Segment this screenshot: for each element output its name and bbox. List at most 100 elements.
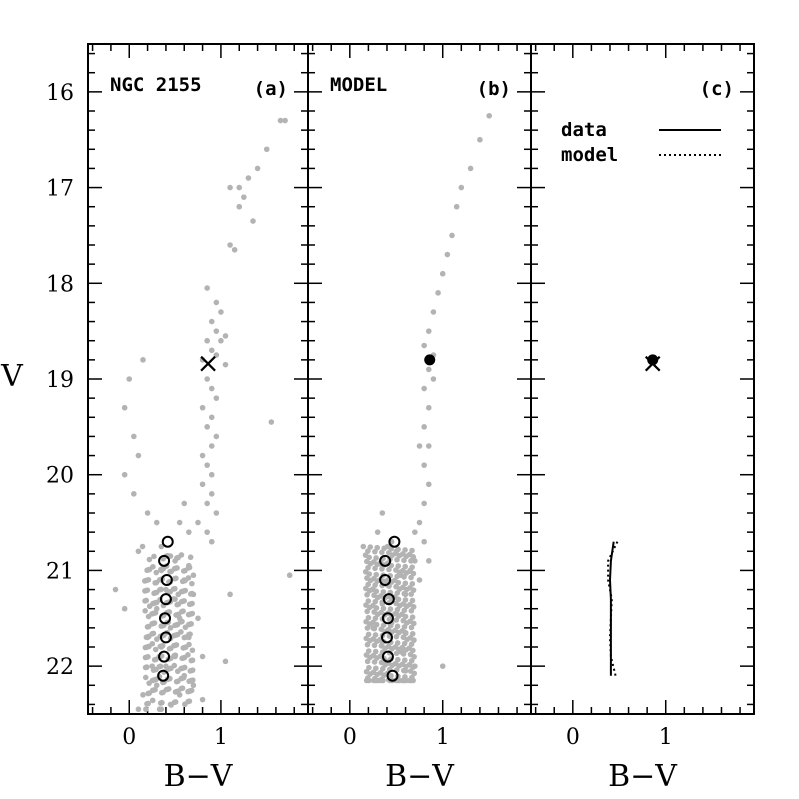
ridge-point [159,593,172,606]
ridge-point [388,535,401,548]
star-point [416,577,423,583]
star-point [199,481,206,488]
star-point [204,529,210,535]
star-point [218,309,224,315]
legend-label: model [561,144,618,166]
star-point [135,452,142,459]
star-point [407,618,414,624]
star-point [144,510,151,516]
y-tick-label: 17 [46,177,74,202]
star-point [140,692,146,698]
star-point [425,366,432,373]
star-point [393,600,399,607]
star-point [408,624,415,631]
star-point [392,610,398,617]
panels: 0 1 16 17 18 19 20 21 22 B−V NGC 2155 (a) 0 1 B−V MODEL… [46,43,755,794]
star-point [199,653,206,660]
star-point [213,328,220,334]
star-point [149,697,156,704]
star-point [186,678,192,685]
y-tick-label: 20 [46,464,74,489]
star-point [362,552,369,558]
star-point [171,632,177,639]
ridge-point [158,554,171,567]
star-point [393,633,400,640]
star-point [158,689,165,696]
ridge-point [381,650,394,663]
star-point [204,285,210,291]
star-point [199,696,206,703]
star-point [171,575,178,582]
star-point [406,645,413,651]
star-point [213,299,220,306]
star-point [384,543,391,550]
star-point [222,361,229,368]
star-point [439,270,446,277]
star-point [135,706,142,713]
star-point [186,641,192,648]
star-point [150,563,156,570]
star-point [370,677,377,684]
star-point [370,586,376,592]
star-point [377,653,384,659]
star-point [449,232,455,239]
star-point [386,566,392,573]
star-point [399,611,405,618]
star-point [178,685,185,692]
star-point [178,675,184,682]
star-point [189,580,195,587]
star-point [371,642,378,649]
star-point [149,687,156,694]
x-axis-label: B−V [385,759,455,794]
star-point [178,552,185,558]
star-point [416,519,423,526]
star-point [412,529,418,535]
star-point [374,529,381,535]
star-point [179,578,186,585]
star-point [386,550,392,556]
star-point [142,664,149,671]
star-point [195,615,201,622]
star-point [385,643,392,650]
star-point [131,491,137,497]
star-point [407,568,413,574]
panel-tag: (b) [477,78,511,100]
star-point [392,660,399,667]
star-point [371,575,377,582]
star-point [187,554,194,561]
star-point [399,644,406,651]
star-point [199,404,206,411]
star-point [222,333,229,339]
star-point [393,567,399,573]
star-point [393,617,400,623]
star-point [392,577,398,584]
star-point [363,602,369,608]
star-point [370,652,377,659]
star-point [392,550,399,557]
star-point [152,646,159,653]
star-point [377,670,384,676]
star-point [204,337,210,344]
star-point [364,575,370,581]
star-point [236,184,243,191]
star-point [371,592,377,599]
star-point [185,652,191,658]
x-tick-label: 0 [122,725,136,750]
star-point [486,112,492,119]
star-point [385,626,392,633]
star-point [179,608,185,615]
star-point [149,621,155,627]
star-point [439,663,446,669]
star-point [153,682,160,689]
star-point [421,342,427,349]
star-point [372,565,378,572]
x-tick-label: 0 [566,725,580,750]
star-point [171,642,177,649]
star-point [142,598,148,604]
star-point [435,290,441,296]
star-point [190,682,197,689]
star-point [157,643,164,650]
star-point [190,572,197,579]
plot-area [607,354,661,676]
star-point [363,668,370,675]
